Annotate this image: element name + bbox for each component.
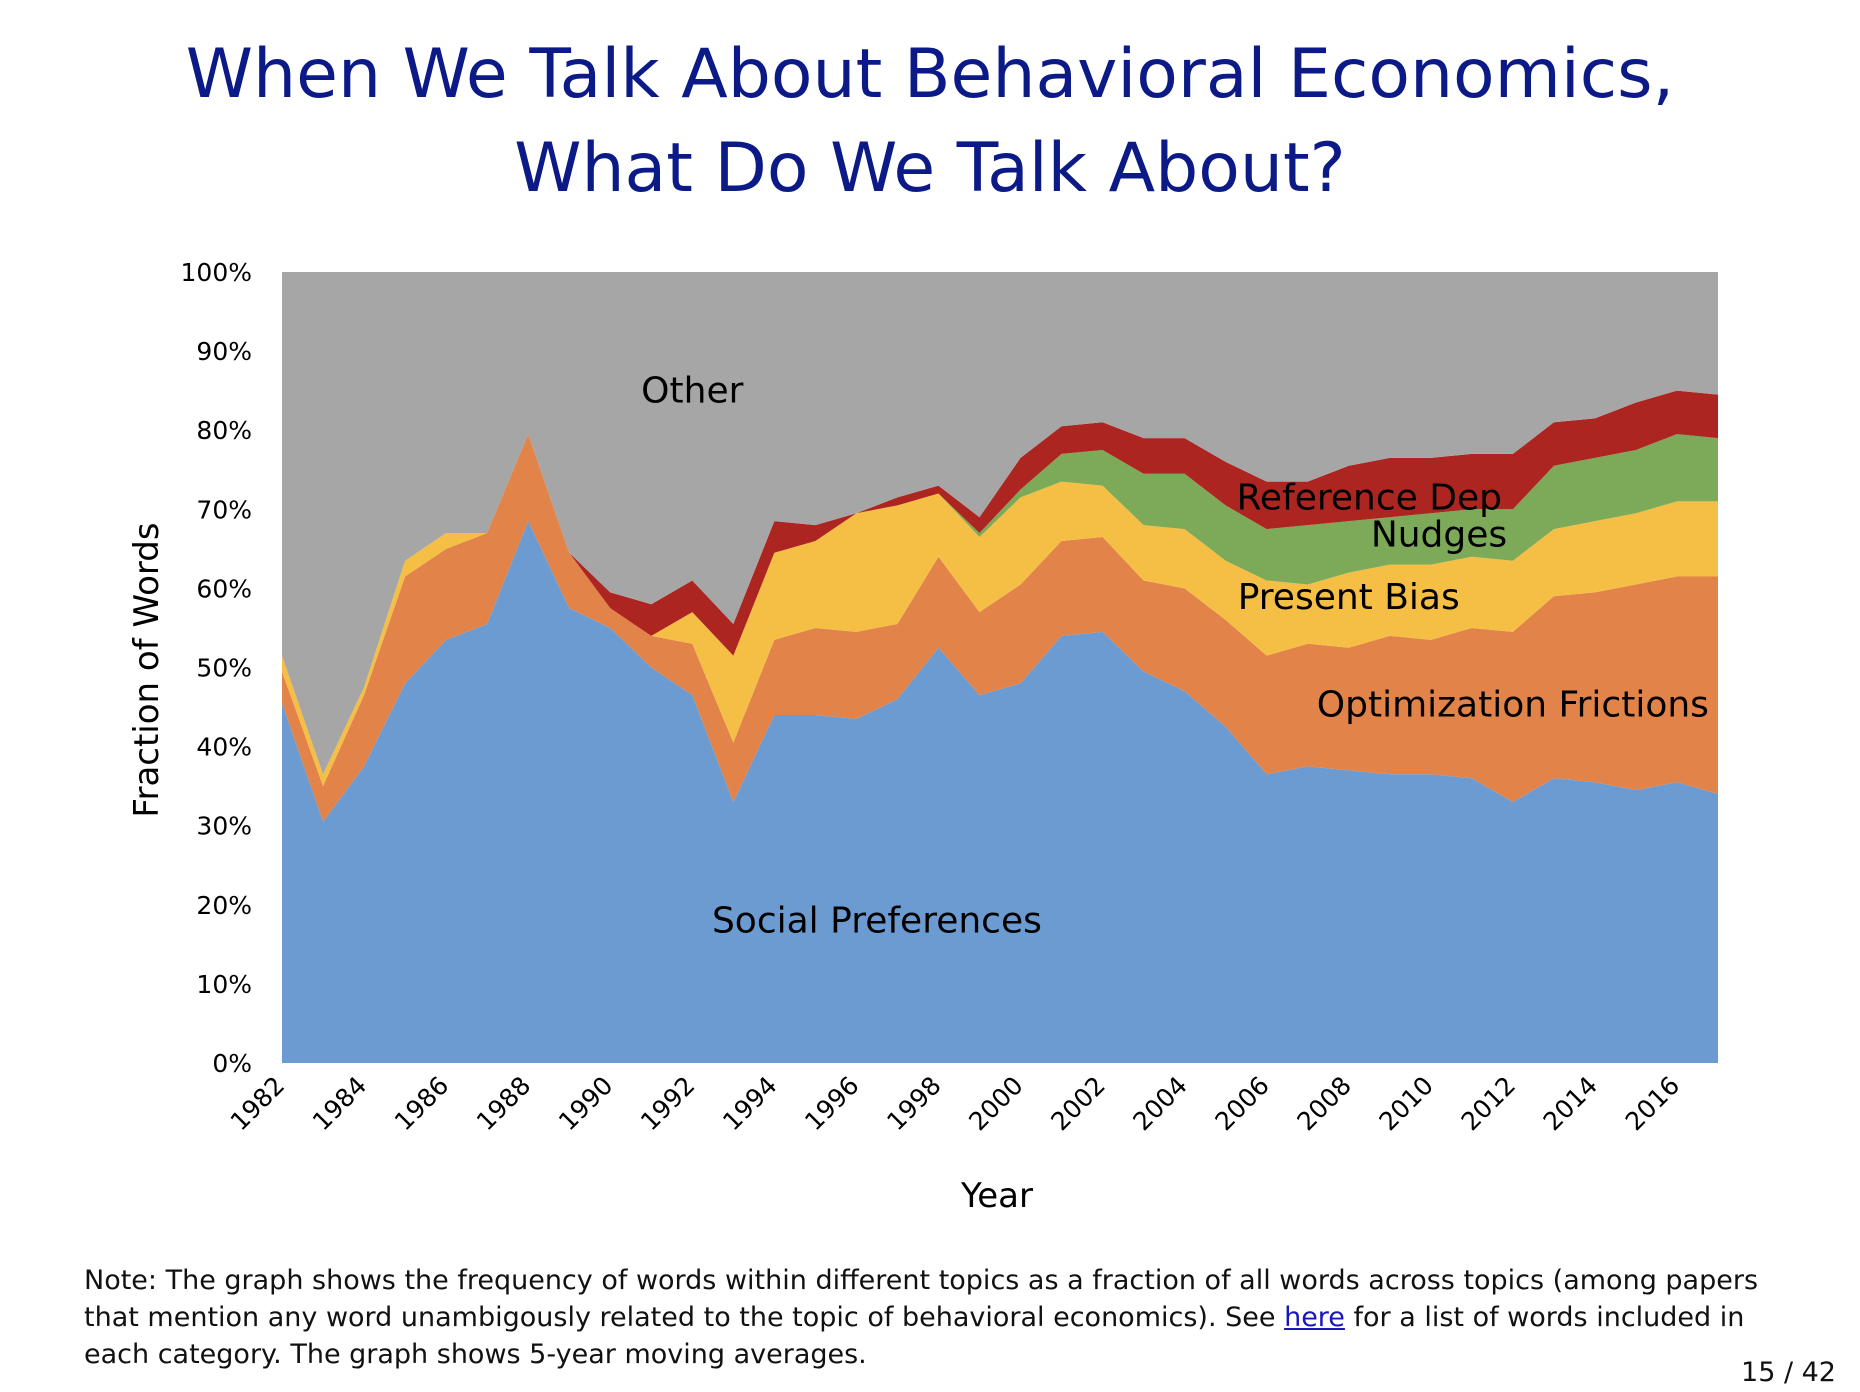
x-tick-label: 2002 [1045,1071,1110,1136]
x-tick-label: 1984 [307,1071,372,1136]
series-label-reference-dep: Reference Dep [1237,477,1502,518]
x-tick-label: 2010 [1374,1071,1439,1136]
x-tick-label: 1994 [717,1071,782,1136]
page-number: 15 / 42 [1741,1357,1836,1388]
x-axis-title: Year [960,1176,1033,1216]
area-present-bias [282,434,1718,787]
y-axis-ticks: 0% 10% 20% 30% 40% 50% 60% 70% 80% 90% 100% [181,258,252,1078]
area-other [282,272,1718,775]
words-list-link[interactable]: here [1284,1302,1345,1333]
chart-areas [282,272,1718,1063]
series-label-other: Other [641,371,743,412]
slide-title-line2: What Do We Talk About? [514,129,1346,208]
x-tick-label: 2004 [1127,1071,1192,1136]
slide-title: When We Talk About Behavioral Economics,… [0,28,1860,216]
area-nudges [282,434,1718,775]
series-labels: Social Preferences Optimization Frictions… [641,371,1709,942]
note-text-before: Note: The graph shows the frequency of w… [84,1265,1759,1333]
x-tick-label: 1998 [881,1071,946,1136]
note-text-after: for a list of words included in each cat… [84,1302,1745,1370]
y-tick-label: 100% [181,258,252,287]
y-tick-label: 80% [196,416,252,445]
y-tick-label: 10% [196,970,252,999]
x-tick-label: 1988 [471,1071,536,1136]
x-tick-label: 1982 [225,1071,290,1136]
y-tick-label: 90% [196,337,252,366]
area-optimization-frictions [282,434,1718,822]
x-tick-label: 2006 [1209,1071,1274,1136]
x-tick-label: 2012 [1456,1071,1521,1136]
slide-title-line1: When We Talk About Behavioral Economics, [185,35,1675,114]
y-tick-label: 20% [196,891,252,920]
series-label-present-bias: Present Bias [1238,577,1460,618]
x-tick-label: 1986 [389,1071,454,1136]
series-label-social-preferences: Social Preferences [712,900,1042,941]
figure-note: Note: The graph shows the frequency of w… [84,1262,1774,1373]
x-tick-label: 2000 [963,1071,1028,1136]
x-axis-ticks: 1982 1984 1986 1988 1990 1992 1994 1996 1998 2000… [225,1071,1685,1136]
y-axis-title: Fraction of Words [127,522,167,817]
y-tick-label: 30% [196,812,252,841]
x-tick-label: 2008 [1291,1071,1356,1136]
y-tick-label: 50% [196,654,252,683]
y-tick-label: 70% [196,495,252,524]
x-tick-label: 1996 [799,1071,864,1136]
y-tick-label: 0% [212,1049,252,1078]
y-tick-label: 40% [196,733,252,762]
series-label-nudges: Nudges [1371,514,1507,555]
x-tick-label: 1992 [635,1071,700,1136]
area-reference-dep [282,390,1718,775]
x-tick-label: 2016 [1620,1071,1685,1136]
area-social-preferences [282,521,1718,1063]
series-label-optimization-frictions: Optimization Frictions [1317,685,1709,726]
x-tick-label: 2014 [1538,1071,1603,1136]
x-tick-label: 1990 [553,1071,618,1136]
y-tick-label: 60% [196,574,252,603]
